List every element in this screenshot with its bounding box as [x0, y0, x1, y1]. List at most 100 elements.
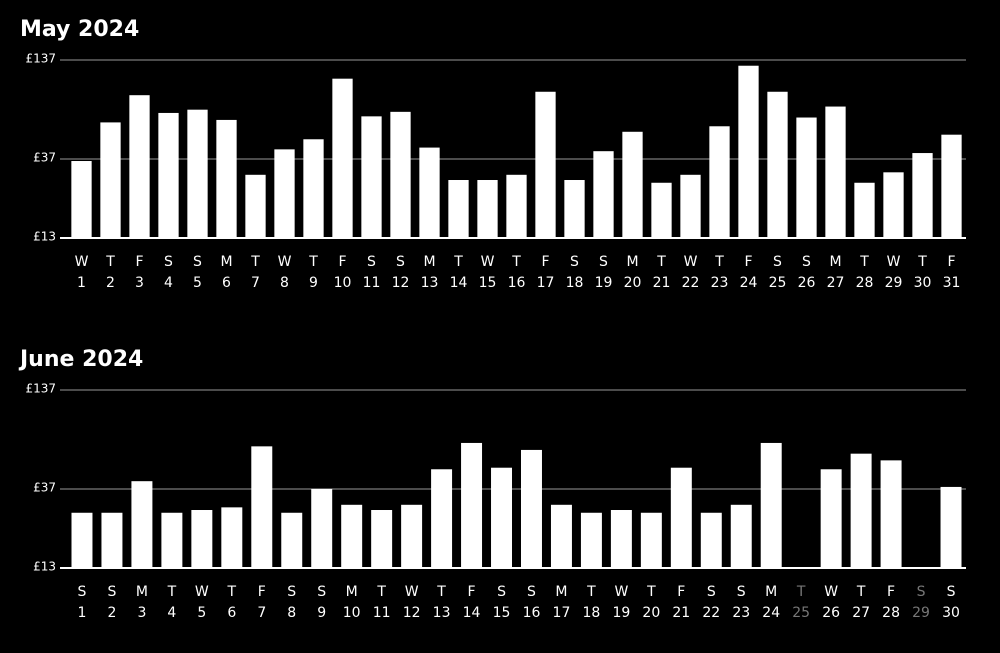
x-tick-weekday: T: [227, 584, 237, 600]
bar: [71, 161, 92, 238]
x-tick-weekday: T: [511, 254, 521, 270]
x-tick-label: 27: [827, 275, 845, 291]
x-tick-weekday: M: [829, 254, 841, 270]
x-tick-weekday: M: [423, 254, 435, 270]
bar: [187, 109, 208, 238]
x-tick-label: 5: [197, 605, 206, 621]
x-tick-weekday: S: [737, 584, 746, 600]
bar: [796, 117, 817, 238]
bar: [491, 467, 513, 568]
x-tick-weekday: S: [193, 254, 202, 270]
bar: [158, 112, 179, 238]
x-tick-weekday: S: [164, 254, 173, 270]
x-tick-weekday: F: [258, 584, 266, 600]
x-tick-label: 13: [421, 275, 439, 291]
x-tick-weekday: T: [646, 584, 656, 600]
x-tick-label: 28: [882, 605, 900, 621]
x-tick-label: 7: [257, 605, 266, 621]
bar: [332, 78, 353, 239]
x-tick-weekday: S: [78, 584, 87, 600]
x-tick-weekday: S: [773, 254, 782, 270]
x-tick-label: 17: [537, 275, 555, 291]
x-tick-weekday: F: [744, 254, 752, 270]
x-tick-weekday: W: [481, 254, 495, 270]
x-tick-label: 29: [912, 605, 930, 621]
x-tick-label: 3: [135, 275, 144, 291]
bar: [610, 510, 632, 568]
bar: [100, 122, 121, 238]
x-tick-weekday: M: [555, 584, 567, 600]
x-tick-weekday: T: [859, 254, 869, 270]
bar: [535, 91, 556, 238]
x-tick-weekday: T: [796, 584, 806, 600]
bar: [274, 149, 295, 238]
y-tick-label: £13: [33, 560, 56, 574]
bar: [767, 91, 788, 238]
bar: [912, 153, 933, 238]
x-tick-label: 24: [740, 275, 758, 291]
x-tick-weekday: S: [497, 584, 506, 600]
bar: [431, 469, 453, 568]
x-tick-label: 10: [343, 605, 361, 621]
x-tick-label: 20: [624, 275, 642, 291]
x-tick-weekday: S: [599, 254, 608, 270]
bar: [820, 469, 842, 568]
x-tick-weekday: T: [453, 254, 463, 270]
x-tick-label: 8: [280, 275, 289, 291]
bar: [670, 467, 692, 568]
x-tick-label: 18: [566, 275, 584, 291]
x-tick-weekday: F: [947, 254, 955, 270]
x-tick-weekday: M: [220, 254, 232, 270]
chart-title: June 2024: [18, 347, 143, 372]
bar: [564, 180, 585, 238]
x-tick-label: 13: [433, 605, 451, 621]
x-tick-weekday: W: [684, 254, 698, 270]
bar: [651, 182, 672, 238]
x-tick-label: 2: [106, 275, 115, 291]
x-tick-label: 5: [193, 275, 202, 291]
bar: [311, 488, 333, 568]
x-tick-weekday: S: [287, 584, 296, 600]
x-tick-weekday: S: [917, 584, 926, 600]
bar: [854, 182, 875, 238]
bar: [161, 512, 183, 568]
x-tick-label: 1: [77, 275, 86, 291]
x-tick-label: 21: [672, 605, 690, 621]
x-tick-label: 28: [856, 275, 874, 291]
x-tick-weekday: T: [105, 254, 115, 270]
x-tick-label: 7: [251, 275, 260, 291]
bar: [580, 512, 602, 568]
bar: [448, 180, 469, 238]
x-tick-label: 25: [769, 275, 787, 291]
x-tick-weekday: S: [570, 254, 579, 270]
bar: [419, 147, 440, 238]
x-tick-label: 26: [798, 275, 816, 291]
x-tick-label: 27: [852, 605, 870, 621]
bar: [940, 486, 962, 568]
y-tick-label: £13: [33, 230, 56, 244]
x-tick-weekday: M: [136, 584, 148, 600]
x-tick-label: 6: [222, 275, 231, 291]
bar: [131, 481, 153, 568]
x-tick-label: 21: [653, 275, 671, 291]
bar: [880, 460, 902, 568]
x-tick-weekday: M: [626, 254, 638, 270]
bar: [341, 504, 363, 568]
bar: [251, 446, 273, 568]
x-tick-label: 31: [943, 275, 961, 291]
bar: [738, 65, 759, 238]
x-tick-label: 23: [711, 275, 729, 291]
x-tick-weekday: S: [317, 584, 326, 600]
x-tick-label: 19: [612, 605, 630, 621]
x-tick-weekday: F: [468, 584, 476, 600]
bar: [221, 507, 243, 568]
bar: [700, 512, 722, 568]
x-tick-label: 16: [523, 605, 541, 621]
bar: [461, 442, 483, 568]
x-tick-weekday: W: [405, 584, 419, 600]
x-tick-label: 23: [732, 605, 750, 621]
x-tick-label: 30: [942, 605, 960, 621]
x-tick-weekday: S: [108, 584, 117, 600]
x-tick-weekday: T: [376, 584, 386, 600]
x-tick-label: 9: [317, 605, 326, 621]
